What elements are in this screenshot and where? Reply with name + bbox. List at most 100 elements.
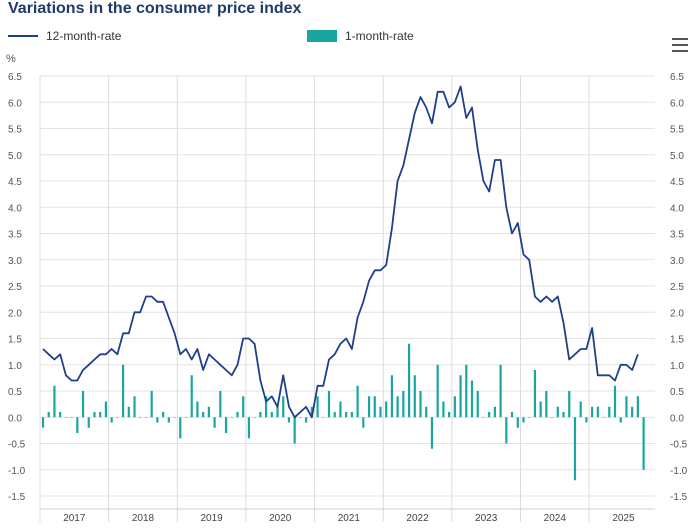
y-tick-label-right: -1.0 [670,466,688,477]
bar-1-month-rate [219,391,222,418]
bar-1-month-rate [402,391,405,418]
bar-1-month-rate [556,406,559,418]
bar-1-month-rate [305,417,308,423]
y-tick-label-left: 6.5 [8,72,22,83]
bar-1-month-rate [150,391,153,418]
bar-1-month-rate [345,412,348,418]
bar-1-month-rate [213,417,216,428]
y-tick-label-left: -1.0 [8,466,26,477]
bar-1-month-rate [121,364,125,418]
bar-1-month-rate [230,417,233,418]
y-tick-label-left: 3.5 [8,230,22,241]
bar-1-month-rate [333,412,336,418]
bar-1-month-rate [310,406,313,418]
y-tick-label-right: 6.5 [670,72,684,83]
y-tick-label-right: 5.0 [670,151,684,162]
bar-1-month-rate [167,417,170,423]
bar-1-month-rate [499,364,502,418]
bar-1-month-rate [162,412,165,418]
bar-1-month-rate [550,417,554,418]
bar-1-month-rate [236,412,239,418]
bar-1-month-rate [322,417,325,418]
y-tick-label-right: 1.0 [670,361,684,372]
x-tick-label-year: 2017 [63,513,86,524]
bar-1-month-rate [64,417,67,418]
bar-1-month-rate [602,417,605,418]
bar-1-month-rate [293,417,296,444]
bar-1-month-rate [127,406,130,418]
bar-1-month-rate [619,417,622,423]
bar-1-month-rate [539,401,542,418]
bar-1-month-rate [264,396,268,418]
x-tick-label-year: 2021 [338,513,361,524]
x-tick-label-year: 2019 [200,513,223,524]
bar-1-month-rate [573,417,577,481]
hamburger-menu-icon[interactable] [672,38,688,54]
x-tick-label-year: 2018 [132,513,155,524]
bar-1-month-rate [202,412,205,418]
y-tick-label-left: -0.5 [8,440,26,451]
bar-1-month-rate [184,417,188,418]
y-tick-label-right: -0.5 [670,440,688,451]
bar-1-month-rate [327,391,331,418]
bar-1-month-rate [448,412,451,418]
bar-1-month-rate [367,396,371,418]
bar-1-month-rate [99,412,102,418]
y-tick-label-right: 5.5 [670,125,684,136]
y-tick-label-left: 2.5 [8,282,22,293]
bar-1-month-rate [533,370,537,418]
line-12-month-rate [42,85,639,419]
bar-1-month-rate [173,417,176,418]
bar-1-month-rate [110,417,113,423]
bar-1-month-rate [362,417,365,428]
bar-1-month-rate [156,417,159,423]
bar-1-month-rate [413,375,416,418]
bar-1-month-rate [339,401,342,418]
bar-1-month-rate [356,385,359,418]
bar-1-month-rate [93,412,96,418]
bar-1-month-rate [390,375,394,418]
legend-line-swatch [8,35,38,37]
bar-1-month-rate [510,412,514,418]
x-tick-label-year: 2024 [544,513,567,524]
bar-1-month-rate [270,412,273,418]
bar-1-month-rate [139,417,142,418]
bar-1-month-rate [379,406,382,418]
x-tick-label-year: 2025 [612,513,635,524]
bar-1-month-rate [442,401,445,418]
bar-1-month-rate [476,391,479,418]
bar-1-month-rate [299,417,302,418]
bar-1-month-rate [41,417,45,428]
bar-1-month-rate [545,391,548,418]
x-tick-label-year: 2020 [269,513,292,524]
y-tick-label-left: -1.5 [8,492,26,503]
legend-item-12-month-rate[interactable]: 12-month-rate [8,29,121,43]
bar-1-month-rate [459,375,462,418]
bar-1-month-rate [562,412,565,418]
bar-1-month-rate [242,396,245,418]
legend-bar-swatch [307,30,337,42]
y-tick-label-left: 4.0 [8,203,22,214]
y-tick-label-right: 2.0 [670,308,684,319]
bar-1-month-rate [470,380,474,418]
y-tick-label-right: 4.0 [670,203,684,214]
y-tick-label-right: 0.5 [670,387,684,398]
bar-1-month-rate [133,396,136,418]
legend-item-1-month-rate[interactable]: 1-month-rate [307,29,414,43]
y-tick-label-right: 3.0 [670,256,684,267]
bar-1-month-rate [207,406,210,418]
y-tick-label-left: 5.0 [8,151,22,162]
bar-1-month-rate [385,401,388,418]
y-tick-label-left: 6.0 [8,98,22,109]
y-axis-label: % [6,53,16,65]
bar-1-month-rate [579,401,582,418]
y-tick-label-left: 2.0 [8,308,22,319]
bar-1-month-rate [350,412,353,418]
y-tick-label-left: 4.5 [8,177,22,188]
bar-1-month-rate [596,406,599,418]
y-tick-label-right: 2.5 [670,282,684,293]
bar-1-month-rate [196,401,199,418]
bar-1-month-rate [522,417,525,423]
bar-1-month-rate [287,417,291,423]
bar-1-month-rate [436,364,439,418]
